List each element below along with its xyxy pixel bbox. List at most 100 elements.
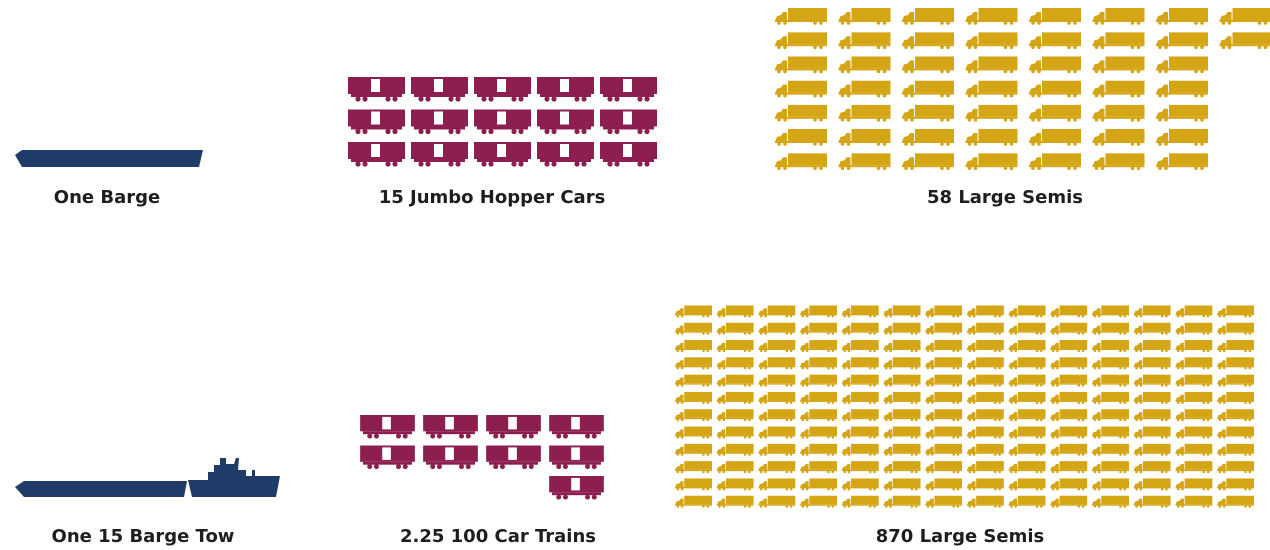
barge-icon xyxy=(15,150,203,167)
semi-icon xyxy=(1217,409,1255,422)
semi-icon xyxy=(1050,340,1088,353)
semi-icon xyxy=(1092,56,1145,74)
semi-icon xyxy=(1008,305,1046,318)
semi-icon xyxy=(841,305,879,318)
semi-icon xyxy=(1133,391,1171,404)
semi-icon xyxy=(902,104,954,122)
semi-icon xyxy=(1217,495,1255,508)
tow-barges-icon xyxy=(15,481,187,497)
semi-icon xyxy=(1008,409,1046,422)
semi-icon xyxy=(883,426,921,439)
hopper-car-icon xyxy=(600,109,657,135)
semi-icon xyxy=(758,305,796,318)
semi-icon xyxy=(1092,426,1129,439)
semi-icon xyxy=(902,8,954,25)
semi-icon xyxy=(1029,80,1081,98)
hopper-car-icon xyxy=(600,77,657,102)
semi-icon xyxy=(925,426,963,439)
semi-icon xyxy=(758,374,796,387)
hopper-car-icon xyxy=(411,142,468,167)
semi-icon xyxy=(966,409,1004,422)
semi-icon xyxy=(1050,478,1088,491)
semi-icon xyxy=(838,56,891,74)
semi-icon xyxy=(1050,305,1088,318)
semi-icon xyxy=(1050,426,1088,439)
semi-icon xyxy=(1175,340,1213,353)
semi-icon xyxy=(716,305,754,318)
semi-icon xyxy=(883,374,921,387)
semi-icon xyxy=(775,8,827,25)
hopper-car-icon xyxy=(537,77,594,102)
semi-icon xyxy=(716,478,754,491)
semi-icon xyxy=(1050,391,1088,404)
semi-icon xyxy=(966,478,1004,491)
semi-icon xyxy=(1029,56,1081,74)
semi-icon xyxy=(925,322,963,335)
semi-icon xyxy=(675,322,712,335)
semi-icon xyxy=(716,391,754,404)
semi-icon xyxy=(1156,56,1208,74)
semi-icon xyxy=(1217,443,1255,456)
semi-icon xyxy=(838,80,891,98)
semi-icon xyxy=(1175,305,1213,318)
semi-icon xyxy=(1175,357,1213,370)
semi-icon xyxy=(883,409,921,422)
semi-icon xyxy=(758,478,796,491)
semi-icon xyxy=(1156,8,1208,25)
semi-icon xyxy=(1008,391,1046,404)
semi-icon xyxy=(758,391,796,404)
semi-icon xyxy=(1092,305,1129,318)
semi-icon xyxy=(966,357,1004,370)
semi-icon xyxy=(966,391,1004,404)
semi-icon xyxy=(675,357,712,370)
semi-icon xyxy=(838,153,891,170)
semi-icon xyxy=(1092,104,1145,122)
semi-icon xyxy=(902,129,954,146)
semi-icon xyxy=(883,391,921,404)
semi-icon xyxy=(675,305,712,318)
semi-icon xyxy=(1175,426,1213,439)
hopper-car-icon xyxy=(348,142,405,167)
semi-icon xyxy=(1133,340,1171,353)
semi-icon xyxy=(925,340,963,353)
hopper-car-icon xyxy=(423,445,478,470)
hopper-car-icon xyxy=(423,415,478,439)
semi-icon xyxy=(1050,409,1088,422)
semi-icon xyxy=(966,461,1004,474)
semi-icon xyxy=(902,32,954,49)
hopper-car-icon xyxy=(537,109,594,135)
semi-icon xyxy=(1175,409,1213,422)
semi-icon xyxy=(841,426,879,439)
hopper-car-icon xyxy=(486,445,541,470)
tug-icon xyxy=(188,458,280,497)
semi-icon xyxy=(1217,426,1255,439)
semi-icon xyxy=(1050,495,1088,508)
semi-icon xyxy=(1175,322,1213,335)
semi-icon xyxy=(1050,322,1088,335)
semi-icon xyxy=(1050,374,1088,387)
semi-icon xyxy=(838,32,891,49)
semi-icon xyxy=(716,340,754,353)
hopper-car-icon xyxy=(411,77,468,102)
cars-label: 15 Jumbo Hopper Cars xyxy=(379,187,606,208)
hopper-car-icon xyxy=(549,445,604,470)
semi-icon xyxy=(883,357,921,370)
semi-icon xyxy=(1133,495,1171,508)
hopper-car-icon xyxy=(537,142,594,167)
semi-icon xyxy=(758,322,796,335)
semi-icon xyxy=(841,357,879,370)
semi-icon xyxy=(716,357,754,370)
hopper-car-icon xyxy=(360,445,415,470)
semi-icon xyxy=(1175,374,1213,387)
semi-icon xyxy=(1133,426,1171,439)
semi-icon xyxy=(800,443,838,456)
semi-icon xyxy=(775,80,827,98)
semi-icon xyxy=(1092,391,1129,404)
semi-icon xyxy=(1156,129,1208,146)
semi-icon xyxy=(1092,409,1129,422)
semi-icon xyxy=(902,153,954,170)
semi-icon xyxy=(716,461,754,474)
semi-icon xyxy=(841,461,879,474)
hopper-car-icon xyxy=(348,77,405,102)
semi-icon xyxy=(1008,443,1046,456)
